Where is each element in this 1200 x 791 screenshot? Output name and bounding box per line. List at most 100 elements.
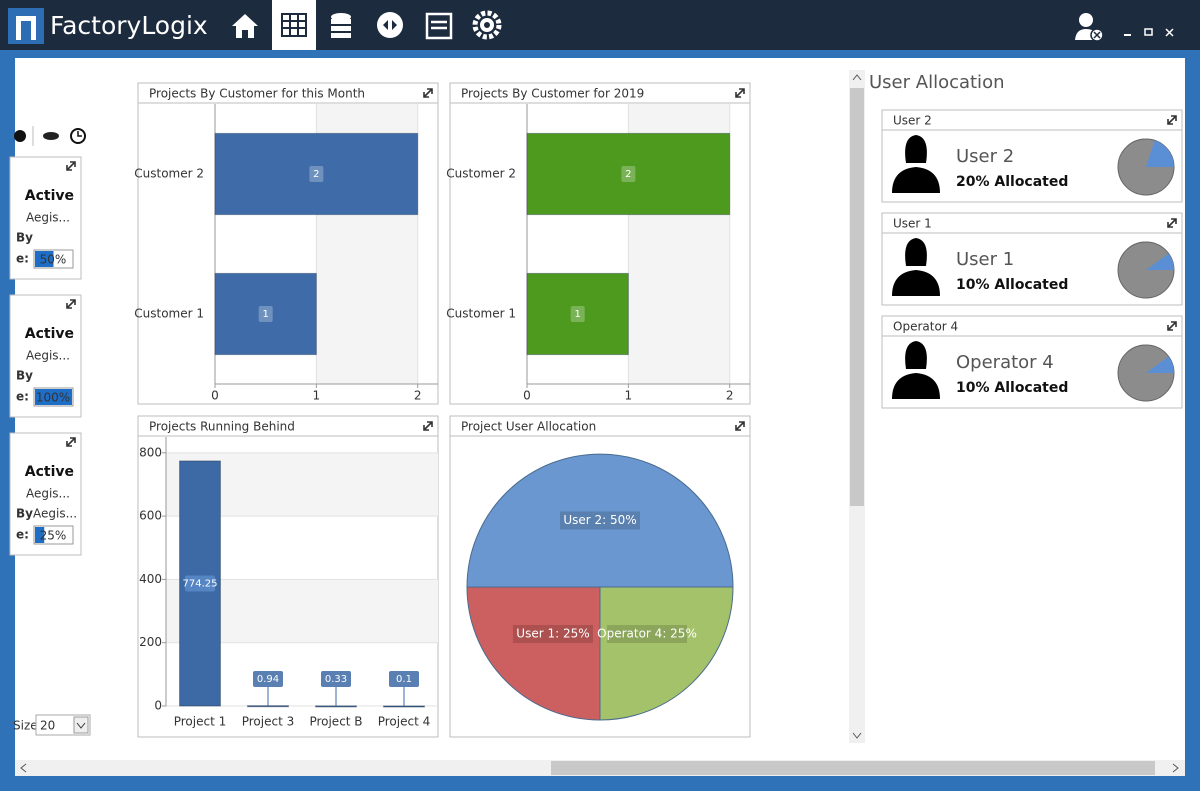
select-arrow bbox=[76, 722, 86, 729]
expand-button[interactable] bbox=[423, 421, 433, 431]
expand-button[interactable] bbox=[66, 161, 76, 171]
pie-slice bbox=[466, 586, 601, 721]
expand-button[interactable] bbox=[66, 299, 76, 309]
value-label-box bbox=[607, 625, 688, 644]
panel-title: User Allocation bbox=[869, 72, 1004, 93]
x-tick-label: 2 bbox=[726, 389, 734, 403]
value-label: 0.1 bbox=[396, 674, 412, 685]
expand-button[interactable] bbox=[1167, 115, 1177, 125]
scroll-up[interactable] bbox=[852, 74, 862, 81]
x-tick-label: Project B bbox=[309, 715, 362, 729]
mini-pie-slice bbox=[1146, 253, 1174, 270]
y-tick-label: Customer 1 bbox=[446, 307, 516, 321]
x-tick-label: 1 bbox=[313, 389, 321, 403]
x-tick-label: Project 4 bbox=[378, 715, 431, 729]
progress-text: 25% bbox=[40, 529, 67, 543]
value-label-box bbox=[570, 306, 585, 322]
logo-mark bbox=[16, 16, 36, 40]
bar bbox=[214, 272, 317, 356]
home-icon[interactable] bbox=[232, 14, 258, 38]
value-label: 774.25 bbox=[183, 578, 218, 589]
progress-label: e: bbox=[16, 252, 29, 266]
x-tick-label: Project 3 bbox=[242, 715, 295, 729]
toolbar-icon[interactable] bbox=[14, 130, 26, 142]
expand-button[interactable] bbox=[66, 437, 76, 447]
panel-title: Operator 4 bbox=[893, 320, 958, 334]
y-tick-label: 0 bbox=[154, 699, 162, 713]
scroll-right[interactable] bbox=[1172, 763, 1179, 773]
person-icon bbox=[892, 135, 940, 193]
progress-fill bbox=[35, 251, 54, 267]
value-label-box bbox=[253, 671, 283, 687]
value-label-box bbox=[389, 671, 419, 687]
y-tick-label: Customer 2 bbox=[134, 167, 204, 181]
scroll-thumb[interactable] bbox=[551, 761, 1155, 775]
scroll-down[interactable] bbox=[852, 732, 862, 739]
customer: Aegis... bbox=[26, 487, 70, 501]
panel-title: Projects Running Behind bbox=[149, 420, 295, 434]
user-name: User 2 bbox=[956, 146, 1014, 167]
y-tick-label: 400 bbox=[139, 572, 162, 586]
expand-button[interactable] bbox=[735, 421, 745, 431]
clock-icon[interactable] bbox=[70, 128, 86, 144]
settings-icon[interactable] bbox=[472, 10, 502, 40]
x-tick-label: 0 bbox=[523, 389, 531, 403]
database-icon[interactable] bbox=[331, 13, 351, 38]
customer: Aegis... bbox=[26, 349, 70, 363]
progress-label: e: bbox=[16, 528, 29, 542]
pie-slice bbox=[466, 453, 734, 588]
active-nav-tab[interactable] bbox=[272, 0, 316, 50]
value-label: 2 bbox=[625, 169, 631, 180]
allocation: 10% Allocated bbox=[956, 380, 1068, 396]
panel-title: Projects By Customer for this Month bbox=[149, 87, 365, 101]
value-label: 2 bbox=[313, 169, 319, 180]
status: Active bbox=[25, 464, 74, 480]
scroll-left[interactable] bbox=[20, 763, 27, 773]
routing-icon[interactable] bbox=[377, 12, 403, 38]
expand-button[interactable] bbox=[423, 88, 433, 98]
close-button[interactable] bbox=[1165, 28, 1174, 37]
page-size-value: 20 bbox=[40, 719, 55, 733]
value-label: 1 bbox=[262, 309, 268, 320]
y-tick-label: Customer 2 bbox=[446, 167, 516, 181]
scroll-thumb[interactable] bbox=[850, 88, 864, 506]
value-label-box bbox=[512, 625, 593, 644]
expand-button[interactable] bbox=[735, 88, 745, 98]
panel-title: Projects By Customer for 2019 bbox=[461, 87, 644, 101]
expand-button[interactable] bbox=[1167, 321, 1177, 331]
top-bar bbox=[0, 0, 1200, 50]
maximize-button[interactable] bbox=[1144, 28, 1153, 36]
pie-slice bbox=[599, 586, 734, 721]
bar bbox=[383, 705, 425, 708]
user-logout-icon[interactable] bbox=[1075, 13, 1104, 42]
report-icon[interactable] bbox=[425, 12, 453, 40]
value-label-box bbox=[258, 306, 273, 322]
person-icon bbox=[892, 341, 940, 399]
by-value: Aegis... bbox=[33, 507, 77, 521]
x-tick-label: Project 1 bbox=[174, 715, 227, 729]
bar bbox=[526, 132, 731, 216]
toolbar-icon[interactable] bbox=[43, 132, 59, 140]
bar bbox=[315, 705, 357, 708]
value-label: 1 bbox=[574, 309, 580, 320]
bar bbox=[214, 132, 419, 216]
value-label: User 1: 25% bbox=[516, 627, 589, 641]
panel-title: User 1 bbox=[893, 217, 932, 231]
value-label-box bbox=[309, 166, 324, 182]
progress-text: 100% bbox=[36, 391, 70, 405]
y-tick-label: 600 bbox=[139, 509, 162, 523]
allocation: 10% Allocated bbox=[956, 277, 1068, 293]
grid-icon bbox=[281, 13, 307, 37]
mini-pie-slice bbox=[1146, 140, 1174, 167]
y-tick-label: 800 bbox=[139, 445, 162, 459]
value-label: 0.33 bbox=[325, 674, 347, 685]
progress-fill bbox=[35, 389, 72, 405]
x-tick-label: 1 bbox=[625, 389, 633, 403]
expand-button[interactable] bbox=[1167, 218, 1177, 228]
value-label-box bbox=[621, 166, 636, 182]
y-tick-label: Customer 1 bbox=[134, 307, 204, 321]
page-size-label: Size bbox=[13, 719, 38, 733]
x-tick-label: 0 bbox=[211, 389, 219, 403]
allocation: 20% Allocated bbox=[956, 174, 1068, 190]
